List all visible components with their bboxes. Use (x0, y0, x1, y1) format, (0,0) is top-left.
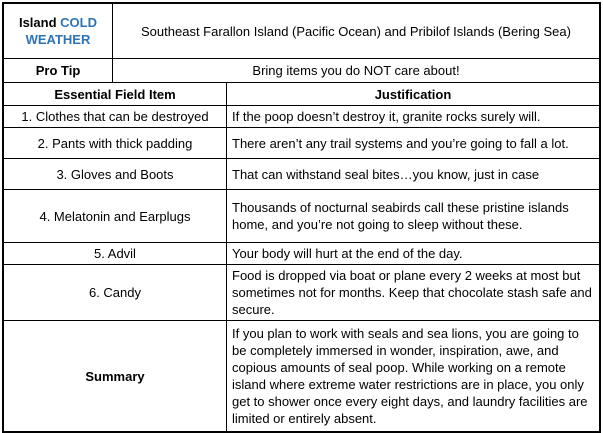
column-header-item: Essential Field Item (54, 86, 176, 102)
justification-cell: Thousands of nocturnal seabirds call the… (227, 190, 599, 242)
location-cell: Southeast Farallon Island (Pacific Ocean… (113, 4, 599, 58)
item-cell: 3. Gloves and Boots (4, 159, 227, 189)
table-row: 2. Pants with thick padding There aren’t… (4, 128, 599, 159)
justification-text: There aren’t any trail systems and you’r… (232, 135, 569, 151)
header-row: Island COLD WEATHER Southeast Farallon I… (4, 4, 599, 59)
table-row: 4. Melatonin and Earplugs Thousands of n… (4, 190, 599, 243)
item-cell: 2. Pants with thick padding (4, 128, 227, 158)
justification-cell: That can withstand seal bites…you know, … (227, 159, 599, 189)
pro-tip-label: Pro Tip (35, 63, 81, 78)
item-text: 4. Melatonin and Earplugs (39, 208, 191, 224)
summary-text-cell: If you plan to work with seals and sea l… (227, 321, 599, 431)
table-row: 5. Advil Your body will hurt at the end … (4, 243, 599, 265)
pro-tip-text-cell: Bring items you do NOT care about! (113, 59, 599, 82)
justification-cell: There aren’t any trail systems and you’r… (227, 128, 599, 158)
summary-text: If you plan to work with seals and sea l… (232, 326, 588, 426)
justification-cell: If the poop doesn’t destroy it, granite … (227, 106, 599, 127)
pro-tip-row: Pro Tip Bring items you do NOT care abou… (4, 59, 599, 83)
item-text: 5. Advil (94, 246, 136, 261)
table-title: Island COLD WEATHER (9, 14, 107, 48)
summary-row: Summary If you plan to work with seals a… (4, 321, 599, 431)
column-header-row: Essential Field Item Justification (4, 83, 599, 106)
table-row: 3. Gloves and Boots That can withstand s… (4, 159, 599, 190)
table-row: 1. Clothes that can be destroyed If the … (4, 106, 599, 128)
item-text: 1. Clothes that can be destroyed (21, 109, 209, 124)
justification-cell: Your body will hurt at the end of the da… (227, 243, 599, 264)
item-text: 2. Pants with thick padding (37, 135, 193, 151)
item-cell: 5. Advil (4, 243, 227, 264)
justification-text: That can withstand seal bites…you know, … (232, 166, 540, 182)
table-row: 6. Candy Food is dropped via boat or pla… (4, 265, 599, 321)
item-text: 6. Candy (88, 285, 142, 300)
location-text: Southeast Farallon Island (Pacific Ocean… (141, 23, 571, 39)
justification-cell: Food is dropped via boat or plane every … (227, 265, 599, 320)
item-cell: 6. Candy (4, 265, 227, 320)
title-blue-part: COLD WEATHER (25, 15, 98, 47)
item-cell: 4. Melatonin and Earplugs (4, 190, 227, 242)
summary-label-cell: Summary (4, 321, 227, 431)
pro-tip-text: Bring items you do NOT care about! (252, 63, 460, 78)
justification-text: If the poop doesn’t destroy it, granite … (232, 109, 541, 124)
justification-text: Your body will hurt at the end of the da… (232, 246, 463, 261)
title-black-part: Island (18, 15, 57, 30)
column-header-justification-cell: Justification (227, 83, 599, 105)
summary-label: Summary (85, 368, 145, 384)
column-header-justification: Justification (374, 86, 452, 102)
justification-text: Thousands of nocturnal seabirds call the… (232, 200, 569, 232)
table-title-cell: Island COLD WEATHER (4, 4, 113, 58)
item-cell: 1. Clothes that can be destroyed (4, 106, 227, 127)
column-header-item-cell: Essential Field Item (4, 83, 227, 105)
item-text: 3. Gloves and Boots (56, 166, 174, 182)
justification-text: Food is dropped via boat or plane every … (232, 268, 592, 317)
pro-tip-label-cell: Pro Tip (4, 59, 113, 82)
